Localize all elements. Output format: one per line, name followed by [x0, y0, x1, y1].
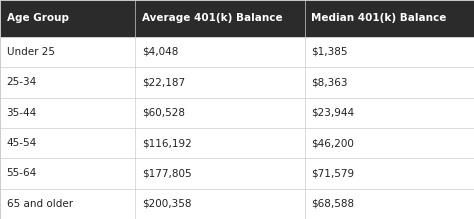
- Text: $60,528: $60,528: [142, 108, 185, 118]
- Text: $116,192: $116,192: [142, 138, 191, 148]
- Text: Median 401(k) Balance: Median 401(k) Balance: [311, 13, 447, 23]
- Bar: [0, 97, 474, 128]
- Text: $1,385: $1,385: [311, 47, 348, 57]
- Text: 65 and older: 65 and older: [7, 199, 73, 209]
- Text: $68,588: $68,588: [311, 199, 355, 209]
- Bar: [0, 67, 474, 97]
- Text: $71,579: $71,579: [311, 168, 355, 178]
- Bar: [0, 0, 474, 37]
- Text: $177,805: $177,805: [142, 168, 191, 178]
- Text: 45-54: 45-54: [7, 138, 37, 148]
- Text: 55-64: 55-64: [7, 168, 37, 178]
- Bar: [0, 128, 474, 158]
- Bar: [0, 189, 474, 219]
- Text: $46,200: $46,200: [311, 138, 354, 148]
- Bar: [0, 37, 474, 67]
- Text: 25-34: 25-34: [7, 77, 37, 87]
- Text: Age Group: Age Group: [7, 13, 69, 23]
- Bar: [0, 158, 474, 189]
- Text: $23,944: $23,944: [311, 108, 355, 118]
- Text: 35-44: 35-44: [7, 108, 37, 118]
- Text: Under 25: Under 25: [7, 47, 55, 57]
- Text: $8,363: $8,363: [311, 77, 348, 87]
- Text: $22,187: $22,187: [142, 77, 185, 87]
- Text: Average 401(k) Balance: Average 401(k) Balance: [142, 13, 283, 23]
- Text: $200,358: $200,358: [142, 199, 191, 209]
- Text: $4,048: $4,048: [142, 47, 178, 57]
